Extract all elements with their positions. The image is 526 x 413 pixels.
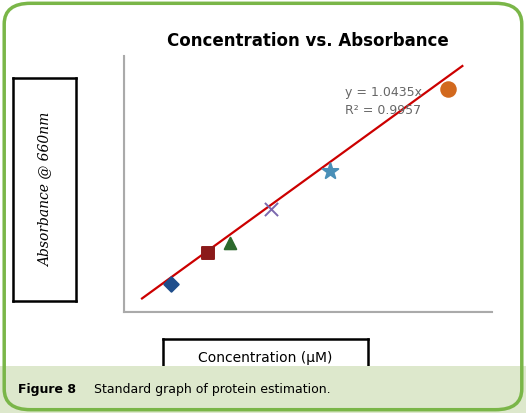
Text: Standard graph of protein estimation.: Standard graph of protein estimation. — [82, 383, 330, 396]
Text: Figure 8: Figure 8 — [18, 383, 76, 396]
Text: Concentration (μM): Concentration (μM) — [198, 351, 333, 365]
Point — [226, 240, 235, 246]
Point — [267, 206, 275, 213]
Point — [443, 86, 452, 93]
Point — [167, 280, 176, 287]
Title: Concentration vs. Absorbance: Concentration vs. Absorbance — [167, 32, 449, 50]
Point — [204, 249, 213, 256]
Point — [326, 168, 334, 174]
Text: y = 1.0435x
R² = 0.9957: y = 1.0435x R² = 0.9957 — [345, 86, 421, 117]
Text: Absorbance @ 660nm: Absorbance @ 660nm — [38, 113, 52, 267]
